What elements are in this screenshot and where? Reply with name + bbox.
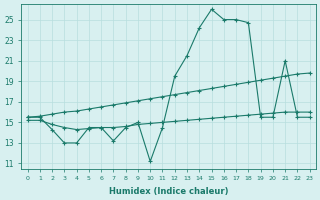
X-axis label: Humidex (Indice chaleur): Humidex (Indice chaleur)	[109, 187, 228, 196]
